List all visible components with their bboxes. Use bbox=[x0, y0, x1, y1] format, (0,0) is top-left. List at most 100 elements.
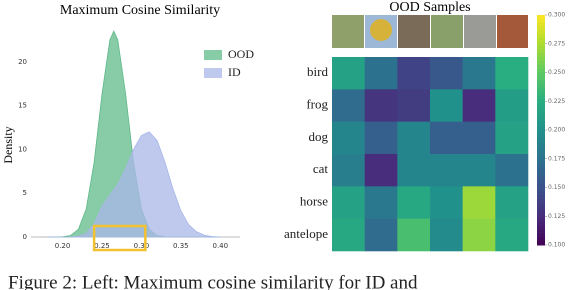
colorbar-segment bbox=[537, 187, 545, 192]
highlight-box bbox=[92, 224, 147, 252]
colorbar-segment bbox=[537, 233, 545, 238]
colorbar-segment bbox=[537, 126, 545, 131]
heat-cell bbox=[430, 186, 463, 219]
colorbar-segment bbox=[537, 172, 545, 177]
colorbar-segment bbox=[537, 229, 545, 234]
colorbar-segment bbox=[537, 114, 545, 119]
heat-cell bbox=[462, 121, 496, 155]
colorbar-segment bbox=[537, 30, 545, 35]
colorbar-segment bbox=[537, 26, 545, 31]
heat-cell bbox=[364, 89, 398, 122]
heat-cell bbox=[332, 121, 365, 155]
colorbar-segment bbox=[537, 15, 545, 20]
row-label: frog bbox=[306, 96, 328, 111]
y-tick-label: 20 bbox=[18, 58, 27, 66]
heat-cell bbox=[332, 89, 365, 122]
image-zebra bbox=[464, 15, 496, 48]
y-axis-label: Density bbox=[1, 126, 15, 163]
colorbar-segment bbox=[537, 149, 545, 154]
heat-cell bbox=[495, 89, 529, 122]
row-label: horse bbox=[300, 193, 328, 208]
heat-cell bbox=[397, 218, 431, 252]
heat-cell bbox=[495, 57, 529, 90]
heat-cell bbox=[397, 89, 431, 122]
heat-cell bbox=[495, 121, 529, 155]
colorbar-segment bbox=[537, 122, 545, 127]
legend-label: ID bbox=[228, 65, 241, 79]
colorbar-segment bbox=[537, 199, 545, 204]
heat-cell bbox=[332, 57, 365, 90]
colorbar-segment bbox=[537, 237, 545, 242]
colorbar-segment bbox=[537, 206, 545, 211]
colorbar-segment bbox=[537, 95, 545, 100]
colorbar-segment bbox=[537, 91, 545, 96]
colorbar-segment bbox=[537, 210, 545, 215]
heat-cell bbox=[462, 154, 496, 187]
y-tick-label: 10 bbox=[18, 145, 27, 153]
heat-cell bbox=[397, 154, 431, 187]
colorbar-segment bbox=[537, 145, 545, 150]
colorbar-segment bbox=[537, 191, 545, 196]
colorbar-tick-label: 0.300 bbox=[548, 12, 565, 19]
colorbar-segment bbox=[537, 195, 545, 200]
heat-cell bbox=[495, 154, 529, 187]
colorbar-segment bbox=[537, 137, 545, 142]
row-label: dog bbox=[309, 129, 329, 144]
colorbar-segment bbox=[537, 160, 545, 165]
image-tree bbox=[332, 15, 364, 48]
heat-cell bbox=[430, 57, 463, 90]
y-tick-label: 5 bbox=[23, 189, 27, 197]
colorbar-tick-label: 0.125 bbox=[548, 213, 565, 220]
colorbar-segment bbox=[537, 80, 545, 85]
legend-swatch bbox=[204, 50, 222, 60]
colorbar-segment bbox=[537, 202, 545, 208]
image-lizard bbox=[431, 15, 463, 48]
heat-cell bbox=[462, 57, 496, 90]
colorbar-tick-label: 0.275 bbox=[548, 40, 565, 47]
colorbar-segment bbox=[537, 38, 545, 43]
heat-cell bbox=[364, 186, 398, 219]
colorbar-segment bbox=[537, 141, 545, 146]
heat-cell bbox=[495, 218, 529, 252]
colorbar-segment bbox=[537, 99, 545, 104]
heat-cell bbox=[397, 121, 431, 155]
heat-cell bbox=[397, 186, 431, 219]
colorbar-segment bbox=[537, 164, 545, 169]
colorbar-tick-label: 0.200 bbox=[548, 127, 565, 134]
heat-cell bbox=[332, 154, 365, 187]
heat-cell bbox=[332, 186, 365, 219]
heat-cell bbox=[430, 218, 463, 252]
heat-cell bbox=[364, 154, 398, 187]
colorbar-segment bbox=[537, 22, 545, 27]
legend-swatch bbox=[204, 68, 222, 78]
colorbar-segment bbox=[537, 53, 545, 58]
colorbar-segment bbox=[537, 133, 545, 139]
colorbar-tick-label: 0.175 bbox=[548, 155, 565, 162]
colorbar-segment bbox=[537, 118, 545, 123]
y-tick-label: 15 bbox=[18, 102, 27, 110]
colorbar-segment bbox=[537, 179, 545, 185]
colorbar-segment bbox=[537, 61, 545, 66]
colorbar-segment bbox=[537, 103, 545, 108]
image-wolf bbox=[398, 15, 430, 48]
colorbar-segment bbox=[537, 64, 545, 70]
colorbar-segment bbox=[537, 218, 545, 223]
colorbar-segment bbox=[537, 68, 545, 73]
colorbar-segment bbox=[537, 84, 545, 89]
colorbar-segment bbox=[537, 176, 545, 181]
x-tick-label: 0.30 bbox=[134, 242, 150, 250]
colorbar-segment bbox=[537, 168, 545, 173]
x-tick-label: 0.35 bbox=[173, 242, 189, 250]
heat-cell bbox=[364, 121, 398, 155]
heat-cell bbox=[462, 218, 496, 252]
row-label: antelope bbox=[284, 226, 328, 241]
heat-cell bbox=[462, 186, 496, 219]
colorbar-segment bbox=[537, 57, 545, 62]
heat-cell bbox=[397, 57, 431, 90]
heat-cell bbox=[495, 186, 529, 219]
colorbar-segment bbox=[537, 107, 545, 112]
colorbar-segment bbox=[537, 49, 545, 54]
colorbar-segment bbox=[537, 45, 545, 50]
colorbar-tick-label: 0.100 bbox=[548, 242, 565, 249]
